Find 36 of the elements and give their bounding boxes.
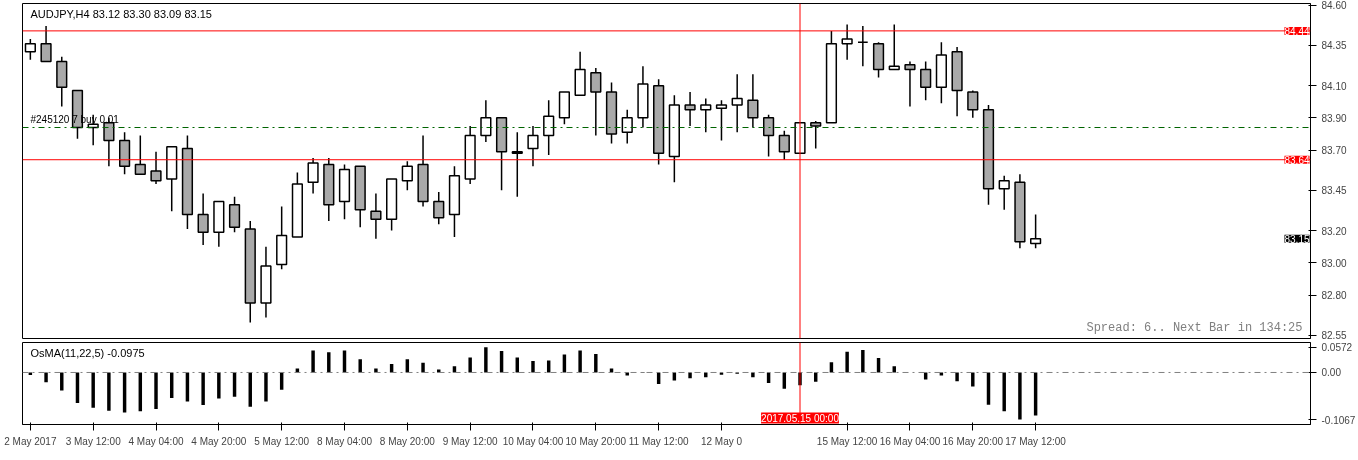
y-tick-label: 0.0572 bbox=[1321, 342, 1353, 354]
x-tick-label: 16 May 04:00 bbox=[879, 435, 941, 447]
y-tick-label: 0.00 bbox=[1321, 367, 1342, 379]
x-tick-label: 16 May 20:00 bbox=[942, 435, 1004, 447]
y-tick-label: 82.80 bbox=[1321, 290, 1347, 302]
x-tick-label: 10 May 04:00 bbox=[502, 435, 564, 447]
y-tick-label: 83.45 bbox=[1321, 185, 1347, 197]
x-tick-label: 9 May 12:00 bbox=[442, 435, 499, 447]
x-tick-label: 17 May 12:00 bbox=[1005, 435, 1067, 447]
x-tick-label: 8 May 04:00 bbox=[316, 435, 373, 447]
y-tick-label: 83.70 bbox=[1321, 145, 1347, 157]
x-tick-label: 8 May 20:00 bbox=[379, 435, 436, 447]
x-tick-label: 5 May 12:00 bbox=[254, 435, 310, 447]
y-tick-label: 84.35 bbox=[1321, 40, 1347, 52]
x-tick-label: 11 May 12:00 bbox=[628, 435, 690, 447]
y-tick-label: 84.60 bbox=[1321, 0, 1347, 12]
y-tick-label: 83.00 bbox=[1321, 257, 1347, 269]
ref-line-label: 83.64 bbox=[1284, 154, 1310, 166]
y-tick-label: -0.1067 bbox=[1321, 414, 1356, 426]
chart-title: AUDJPY,H4 83.12 83.30 83.09 83.15 bbox=[30, 7, 212, 20]
ref-line-label: 84.44 bbox=[1284, 25, 1310, 37]
y-tick-label: 84.10 bbox=[1321, 80, 1347, 92]
chart-title: OsMA(11,22,5) -0.0975 bbox=[30, 346, 145, 359]
annotation: 83.15 bbox=[1284, 233, 1310, 245]
y-tick-label: 83.20 bbox=[1321, 225, 1347, 237]
y-tick-label: 82.55 bbox=[1321, 330, 1347, 342]
x-tick-label: 2017.05.15 00:00 bbox=[761, 412, 840, 424]
x-tick-label: 2 May 2017 bbox=[4, 435, 57, 447]
x-tick-label: 12 May 0 bbox=[700, 435, 743, 447]
annotation: Spread: 6.. Next Bar in 134:25 bbox=[1086, 320, 1303, 335]
x-tick-label: 3 May 12:00 bbox=[65, 435, 122, 447]
x-tick-label: 15 May 12:00 bbox=[816, 435, 878, 447]
x-tick-label: 4 May 04:00 bbox=[128, 435, 184, 447]
y-tick-label: 83.90 bbox=[1321, 112, 1347, 124]
x-tick-label: 10 May 20:00 bbox=[565, 435, 627, 447]
x-tick-label: 4 May 20:00 bbox=[191, 435, 247, 447]
